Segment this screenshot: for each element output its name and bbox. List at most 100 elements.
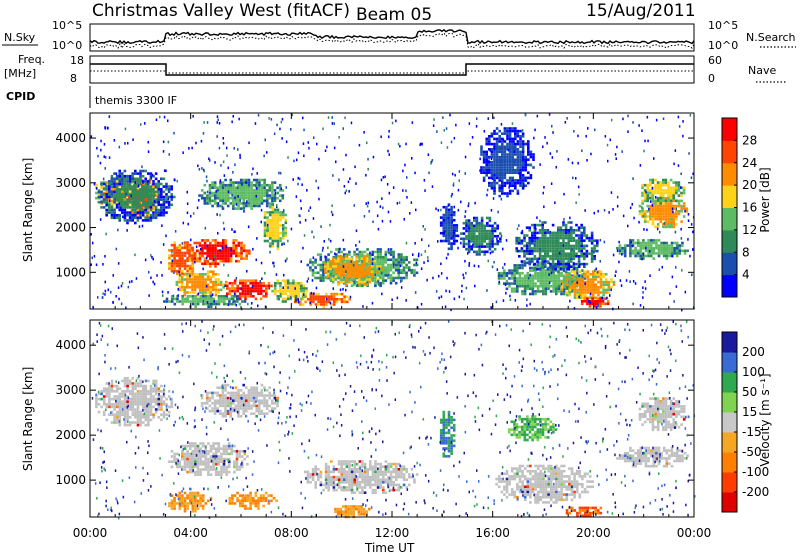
scatter-cell <box>110 213 114 217</box>
scatter-cell <box>389 281 393 285</box>
scatter-cell <box>482 158 486 161</box>
scatter-cell <box>400 271 403 275</box>
scatter-cell <box>246 200 248 203</box>
scatter-cell <box>149 193 153 196</box>
scatter-cell <box>629 280 631 283</box>
scatter-cell <box>325 292 328 296</box>
scatter-cell <box>501 132 504 135</box>
scatter-cell <box>227 246 230 250</box>
scatter-cell <box>155 118 158 122</box>
scatter-cell <box>252 199 256 203</box>
scatter-cell <box>199 275 202 279</box>
scatter-cell <box>222 246 225 250</box>
scatter-cell <box>644 254 648 258</box>
scatter-cell <box>468 264 470 267</box>
scatter-cell <box>337 280 340 284</box>
scatter-cell <box>464 259 466 263</box>
scatter-cell <box>337 248 341 251</box>
scatter-cell <box>128 200 132 204</box>
scatter-cell <box>521 184 525 187</box>
scatter-cell <box>551 249 555 253</box>
scatter-cell <box>501 166 504 169</box>
scatter-cell <box>564 262 568 266</box>
scatter-cell <box>110 202 114 205</box>
scatter-cell <box>523 184 525 188</box>
scatter-cell <box>124 142 126 145</box>
scatter-cell <box>674 149 677 152</box>
scatter-cell <box>669 225 673 229</box>
scatter-cell <box>123 169 127 173</box>
scatter-cell <box>281 196 285 200</box>
scatter-cell <box>244 297 247 301</box>
scatter-cell <box>612 253 615 257</box>
scatter-cell <box>678 252 682 255</box>
scatter-cell <box>536 249 539 253</box>
scatter-cell <box>565 287 568 291</box>
scatter-cell <box>284 213 288 217</box>
scatter-cell <box>514 187 517 190</box>
scatter-cell <box>453 136 456 140</box>
scatter-cell <box>581 269 584 272</box>
scatter-cell <box>168 249 171 252</box>
scatter-cell <box>664 197 668 200</box>
scatter-cell <box>232 171 234 174</box>
scatter-cell <box>286 282 290 285</box>
scatter-cell <box>212 286 215 289</box>
scatter-cell <box>493 247 497 251</box>
scatter-cell <box>154 182 158 186</box>
scatter-cell <box>392 271 395 275</box>
scatter-cell <box>317 300 320 304</box>
scatter-cell <box>516 269 519 272</box>
scatter-cell <box>134 181 137 184</box>
scatter-cell <box>211 249 215 253</box>
scatter-cell <box>226 292 229 295</box>
scatter-cell <box>265 194 269 197</box>
scatter-cell <box>526 284 529 288</box>
scatter-cell <box>405 271 408 275</box>
scatter-cell <box>536 274 540 278</box>
scatter-cell <box>450 237 453 240</box>
scatter-cell <box>501 176 504 180</box>
scatter-cell <box>134 185 137 188</box>
scatter-cell <box>128 187 132 191</box>
scatter-cell <box>465 271 467 275</box>
scatter-cell <box>420 267 423 270</box>
scatter-cell <box>121 172 124 175</box>
scatter-cell <box>578 288 582 292</box>
scatter-cell <box>647 246 650 250</box>
scatter-cell <box>135 215 139 218</box>
scatter-cell <box>568 275 572 279</box>
scatter-cell <box>560 280 564 284</box>
scatter-cell <box>555 290 558 293</box>
scatter-cell <box>464 172 466 175</box>
scatter-cell <box>593 299 597 303</box>
scatter-cell <box>578 275 582 279</box>
scatter-cell <box>675 204 678 208</box>
scatter-cell <box>533 268 537 271</box>
scatter-cell <box>357 283 361 286</box>
scatter-cell <box>591 278 595 281</box>
scatter-cell <box>186 256 189 260</box>
scatter-cell <box>470 240 473 243</box>
scatter-cell <box>221 246 224 249</box>
scatter-cell <box>562 242 565 245</box>
scatter-cell <box>147 180 150 183</box>
scatter-cell <box>100 193 103 196</box>
scatter-cell <box>212 275 215 279</box>
scatter-cell <box>573 288 577 292</box>
scatter-cell <box>110 206 114 209</box>
scatter-cell <box>381 281 385 285</box>
power-scatter-cells <box>90 113 695 312</box>
scatter-cell <box>136 206 140 209</box>
scatter-cell <box>330 295 333 298</box>
scatter-cell <box>467 242 471 246</box>
scatter-cell <box>368 255 372 259</box>
scatter-cell <box>394 268 398 272</box>
scatter-cell <box>237 189 240 192</box>
scatter-cell <box>669 194 673 197</box>
scatter-cell <box>157 208 160 212</box>
scatter-cell <box>307 141 309 144</box>
scatter-cell <box>232 183 235 187</box>
scatter-cell <box>575 255 578 258</box>
scatter-cell <box>536 268 539 271</box>
